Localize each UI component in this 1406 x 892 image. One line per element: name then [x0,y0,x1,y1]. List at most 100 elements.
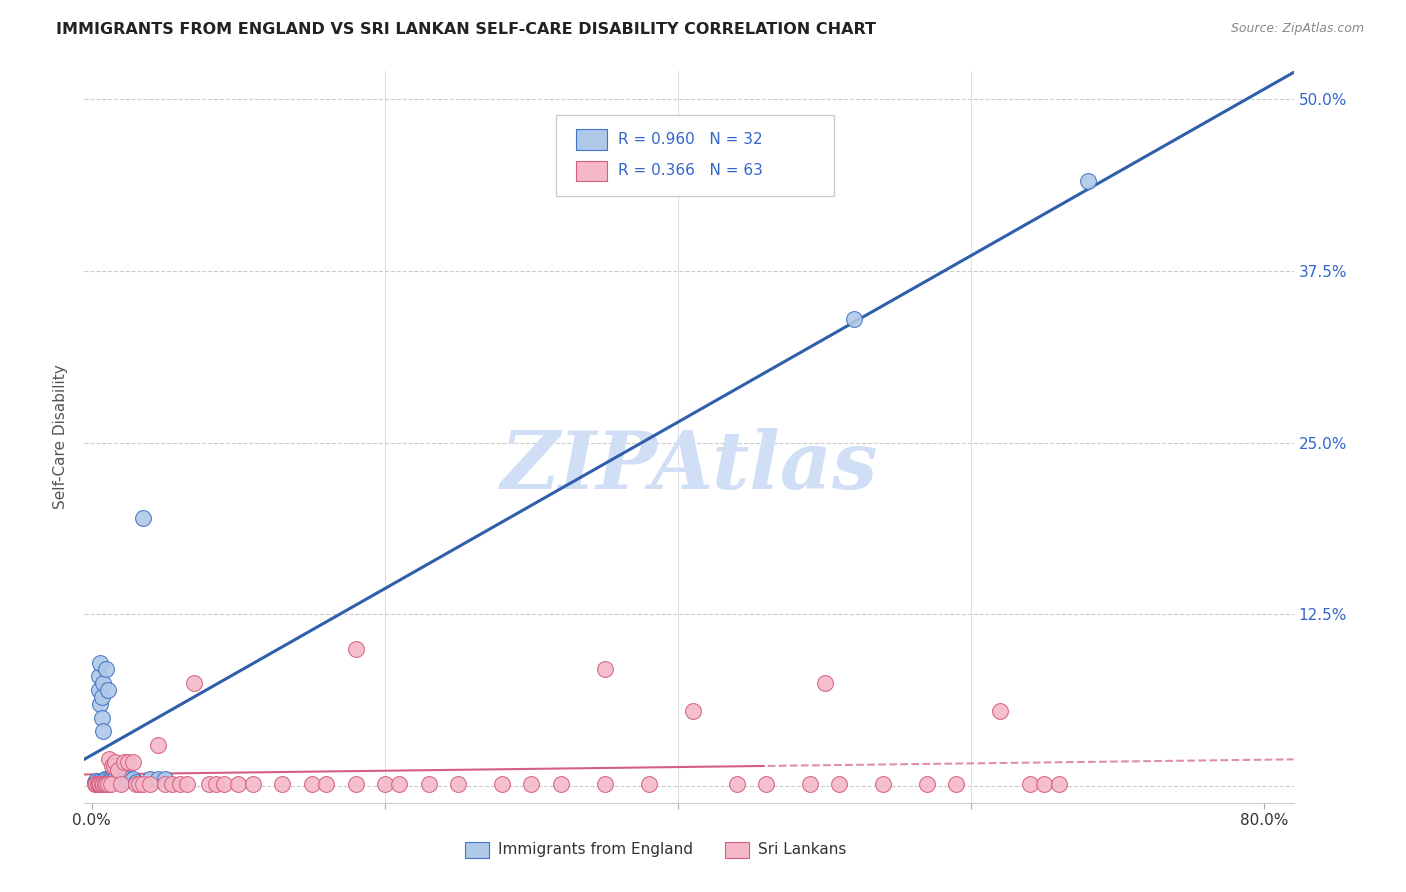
Text: ZIPAtlas: ZIPAtlas [501,427,877,505]
Point [100,776,122,790]
FancyBboxPatch shape [555,115,834,195]
Point [93,724,115,739]
Point [725,776,748,790]
Point [84,773,107,788]
Point [176,776,198,790]
Point [93,776,115,790]
Point [107,772,129,787]
Point [87,683,110,698]
Point [98,772,121,787]
Point [344,776,367,790]
Point [121,772,143,787]
Point [146,772,169,787]
Point [915,776,938,790]
Point [103,772,125,787]
Point [112,755,135,769]
Point [117,772,139,787]
Text: Sri Lankans: Sri Lankans [758,842,846,857]
Point [682,704,704,718]
Point [146,738,169,752]
Point [198,776,221,790]
Point [89,697,111,711]
Point [491,776,513,790]
Point [97,776,120,790]
Point [418,776,440,790]
Point [110,775,132,789]
Point [520,776,543,790]
Point [755,776,778,790]
Point [1018,776,1040,790]
Point [139,772,162,787]
Point [132,511,155,525]
Point [388,776,411,790]
Point [94,776,117,790]
Point [799,776,821,790]
Point [96,662,118,676]
Point [593,662,616,676]
Point [87,776,110,790]
Point [96,776,118,790]
Point [89,656,111,670]
Bar [576,161,607,181]
Point [593,776,616,790]
Point [91,690,114,704]
Point [315,776,337,790]
Point [101,758,124,772]
Point [1047,776,1070,790]
Point [94,772,117,787]
Point [1077,174,1099,188]
Point [124,775,146,789]
Point [89,776,111,790]
Point [101,772,124,787]
Point [112,772,135,787]
Point [132,776,155,790]
Point [169,776,191,790]
Point [97,683,120,698]
Point [91,710,114,724]
Text: Immigrants from England: Immigrants from England [498,842,693,857]
Point [128,776,150,790]
Text: R = 0.366   N = 63: R = 0.366 N = 63 [617,163,762,178]
Point [271,776,294,790]
Point [98,752,121,766]
Point [83,775,105,789]
Point [86,776,108,790]
Point [945,776,967,790]
Point [87,669,110,683]
Point [813,676,835,690]
Point [990,704,1012,718]
Point [374,776,396,790]
Point [550,776,572,790]
Point [96,772,118,787]
Point [153,776,176,790]
Text: R = 0.960   N = 32: R = 0.960 N = 32 [617,132,762,147]
Point [124,776,146,790]
Point [86,775,108,789]
Point [637,776,659,790]
Bar [576,129,607,150]
Text: Source: ZipAtlas.com: Source: ZipAtlas.com [1230,22,1364,36]
Bar [725,841,749,858]
Point [828,776,851,790]
Point [226,776,249,790]
Point [242,776,264,790]
Point [84,776,107,790]
Point [344,641,367,656]
Point [110,776,132,790]
Point [100,772,122,787]
Point [301,776,323,790]
Point [153,772,176,787]
Point [93,676,115,690]
Bar [465,841,489,858]
Point [183,676,205,690]
Point [104,772,127,787]
Point [205,776,228,790]
Point [212,776,235,790]
Point [139,776,162,790]
Point [117,755,139,769]
Text: IMMIGRANTS FROM ENGLAND VS SRI LANKAN SELF-CARE DISABILITY CORRELATION CHART: IMMIGRANTS FROM ENGLAND VS SRI LANKAN SE… [56,22,876,37]
Point [121,755,143,769]
Point [104,755,127,769]
Point [83,776,105,790]
Point [162,776,184,790]
